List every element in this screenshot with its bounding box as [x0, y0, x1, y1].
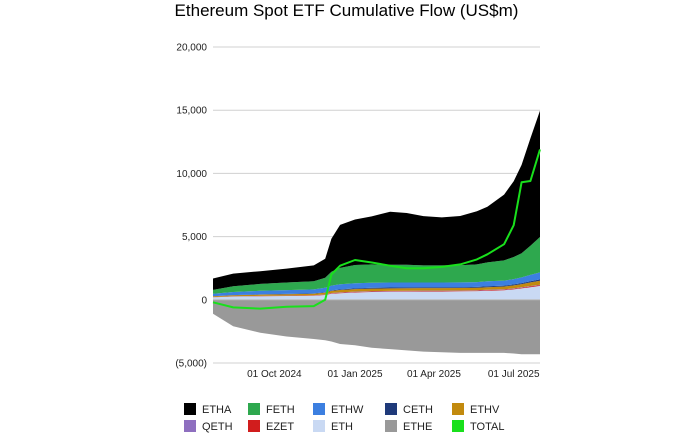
legend-label: ETHE	[403, 421, 432, 433]
area-etha	[213, 110, 540, 290]
line-series-layer	[212, 149, 541, 310]
legend-label: CETH	[403, 404, 433, 416]
x-tick-label: 01 Jan 2025	[327, 369, 382, 380]
legend-label: TOTAL	[470, 421, 504, 433]
legend-label: ETHA	[202, 404, 232, 416]
legend-swatch	[248, 403, 260, 415]
area-ethv	[213, 280, 540, 298]
legend-swatch	[184, 403, 196, 415]
legend-swatch	[248, 420, 260, 432]
y-tick-label: 15,000	[176, 106, 207, 117]
legend-swatch	[452, 403, 464, 415]
area-eth	[213, 285, 540, 300]
legend-swatch	[452, 420, 464, 432]
legend: ETHA FETH ETHW CETH ETHV QETH EZET ETH ETHE TOTAL	[184, 403, 504, 433]
x-tick-label: 01 Jul 2025	[488, 369, 540, 380]
legend-label: ETHV	[470, 404, 500, 416]
area-ceth	[213, 279, 540, 297]
legend-item-ethe: ETHE	[385, 420, 432, 433]
legend-item-ezet: EZET	[248, 420, 294, 433]
legend-item-total: TOTAL	[452, 420, 504, 433]
legend-item-ethw: ETHW	[313, 403, 364, 416]
legend-swatch	[313, 420, 325, 432]
x-axis: 01 Oct 2024 01 Jan 2025 01 Apr 2025 01 Jul …	[247, 369, 540, 380]
legend-swatch	[184, 420, 196, 432]
legend-swatch	[385, 403, 397, 415]
area-feth	[213, 237, 540, 294]
legend-label: QETH	[202, 421, 233, 433]
legend-swatch	[313, 403, 325, 415]
legend-item-ceth: CETH	[385, 403, 433, 416]
x-tick-label: 01 Oct 2024	[247, 369, 302, 380]
x-tick-label: 01 Apr 2025	[407, 369, 461, 380]
legend-item-etha: ETHA	[184, 403, 232, 416]
y-tick-label: 0	[201, 295, 207, 306]
legend-label: EZET	[266, 421, 294, 433]
legend-swatch	[385, 420, 397, 432]
legend-item-feth: FETH	[248, 403, 295, 416]
legend-item-ethv: ETHV	[452, 403, 500, 416]
legend-label: ETH	[331, 421, 353, 433]
y-tick-label: 20,000	[176, 43, 207, 54]
y-tick-label: (5,000)	[175, 359, 207, 370]
line-total	[212, 149, 541, 310]
legend-item-qeth: QETH	[184, 420, 233, 433]
y-tick-label: 5,000	[182, 232, 207, 243]
chart-title: Ethereum Spot ETF Cumulative Flow (US$m)	[174, 1, 519, 20]
legend-item-eth: ETH	[313, 420, 353, 433]
y-axis: 20,000 15,000 10,000 5,000 0 (5,000)	[175, 43, 207, 370]
legend-label: FETH	[266, 404, 295, 416]
y-tick-label: 10,000	[176, 169, 207, 180]
legend-label: ETHW	[331, 404, 364, 416]
area-series-layer	[213, 110, 540, 355]
area-ethw	[213, 272, 540, 297]
area-ethe	[213, 299, 540, 355]
